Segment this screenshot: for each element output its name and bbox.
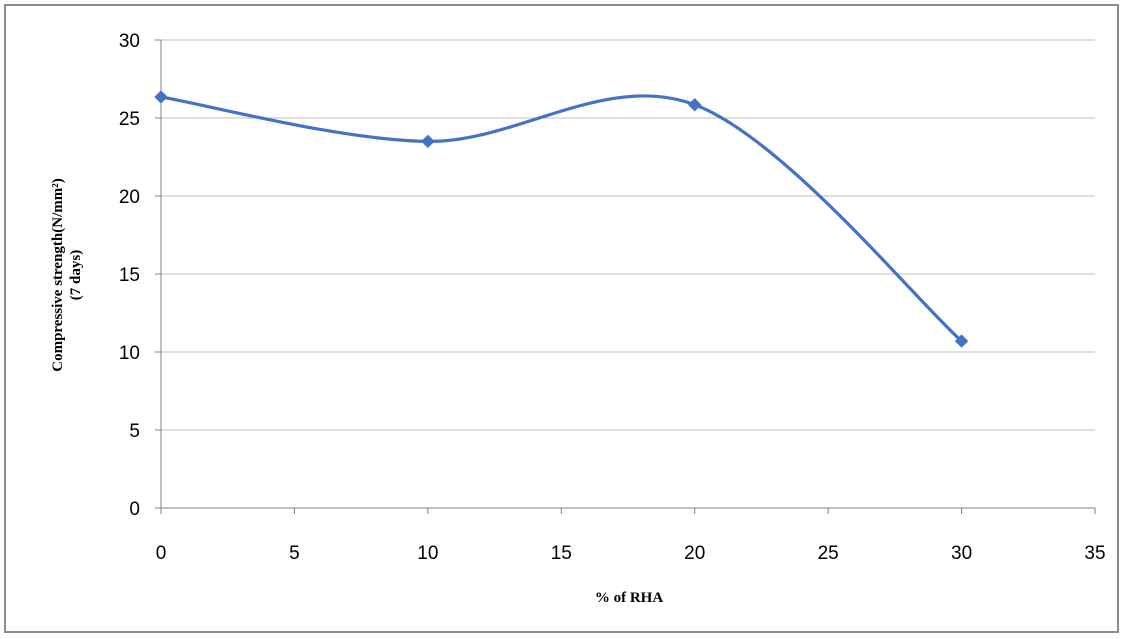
gridlines [161,39,1095,431]
axes [155,39,1096,514]
data-point-marker [154,90,168,104]
chart-frame [4,4,1119,633]
data-point-marker [954,334,969,348]
y-axis-title-line-1: Compressive strength(N/mm²) [50,178,66,372]
y-tick-label: 5 [129,421,140,442]
series-line [159,94,964,343]
y-tick-labels: 0 5 10 15 20 25 30 [119,31,140,520]
x-tick-labels: 0 5 10 15 20 25 30 35 [156,543,1106,564]
x-tick-label: 20 [684,543,705,564]
y-tick-label: 15 [119,265,140,286]
data-point-marker [421,134,435,149]
x-tick-label: 10 [417,543,438,564]
x-tick-label: 5 [289,543,300,564]
x-axis-title: % of RHA [595,590,663,606]
x-tick-label: 0 [156,543,167,564]
y-axis-title: Compressive strength(N/mm²) (7 days) [50,178,84,372]
series-group [154,90,969,348]
x-tick-label: 35 [1084,543,1105,564]
y-tick-label: 25 [119,109,140,130]
y-tick-label: 30 [119,31,140,52]
y-tick-label: 10 [119,343,140,364]
x-tick-label: 25 [818,543,839,564]
data-point-marker [688,98,702,112]
y-tick-label: 0 [129,499,140,520]
x-tick-label: 30 [951,543,972,564]
y-tick-label: 20 [119,187,140,208]
x-tick-label: 15 [551,543,572,564]
y-axis-title-line-2: (7 days) [68,250,84,300]
